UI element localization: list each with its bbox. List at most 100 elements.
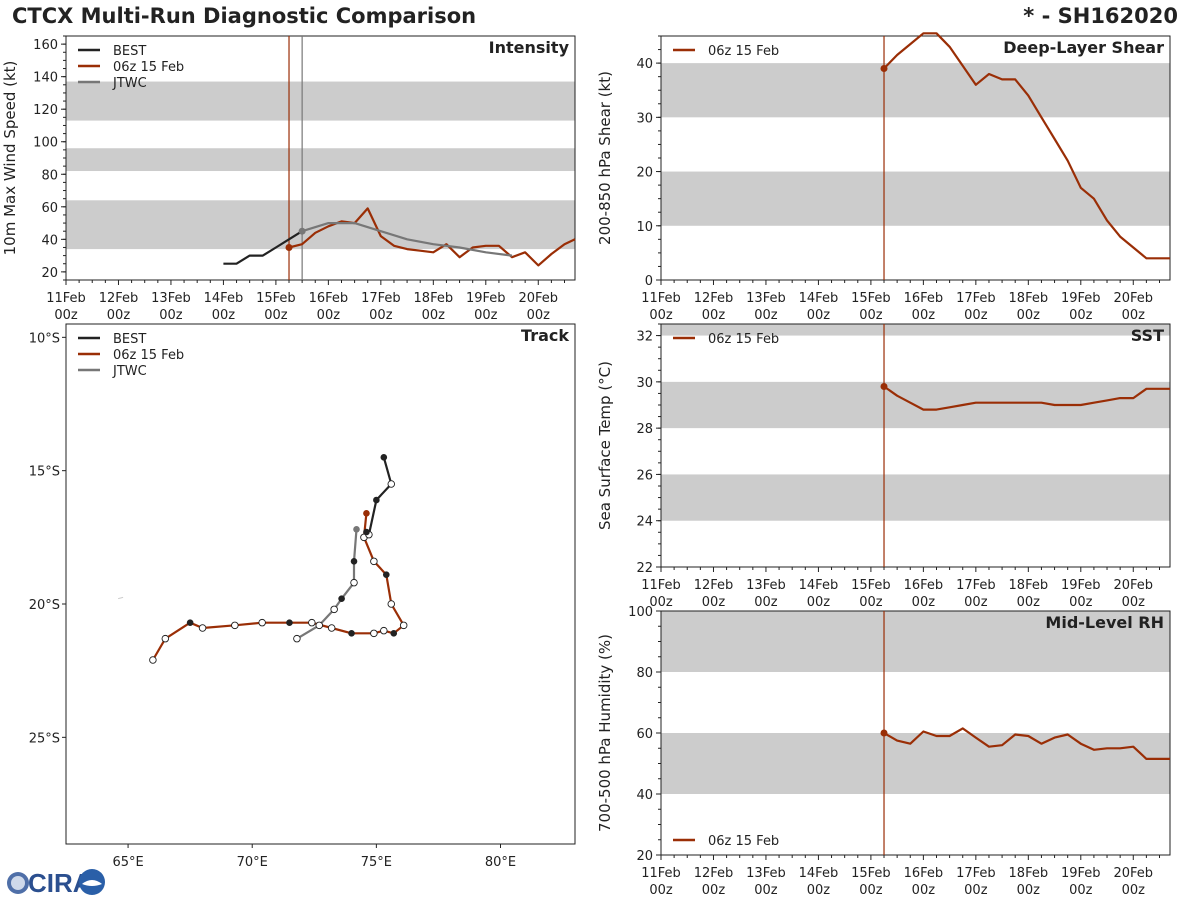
shear-band-1 xyxy=(661,63,1170,118)
intensity-ylabel: 10m Max Wind Speed (kt) xyxy=(1,61,19,256)
shear-xtick-label-date: 13Feb xyxy=(746,291,786,306)
track-coast-speck xyxy=(118,596,124,600)
sst-point-run xyxy=(880,382,888,390)
track-series-best xyxy=(365,457,393,536)
track-title: Track xyxy=(521,326,569,345)
sst-ytick-label: 24 xyxy=(636,515,653,530)
track-point-run xyxy=(399,621,408,630)
track-point-run xyxy=(258,618,266,627)
rh-ylabel: 700-500 hPa Humidity (%) xyxy=(596,634,614,832)
track-point-run xyxy=(198,624,207,632)
intensity-legend-label: JTWC xyxy=(112,76,147,91)
sst-ytick-label: 28 xyxy=(636,422,653,437)
track-point-run xyxy=(382,571,390,578)
track-point-run xyxy=(363,510,370,517)
track-ytick-label: 10°S xyxy=(29,331,60,346)
track-xtick-label: 75°E xyxy=(361,855,392,870)
shear-xtick-label-hour: 00z xyxy=(964,308,988,323)
intensity-xtick-label-date: 14Feb xyxy=(204,291,244,306)
shear-xtick-label-date: 18Feb xyxy=(1009,291,1049,306)
sst-xtick-label-hour: 00z xyxy=(807,595,831,610)
track-point-run xyxy=(161,634,170,643)
track-xtick-label: 70°E xyxy=(237,855,268,870)
rh-xtick-label-date: 14Feb xyxy=(799,866,839,881)
rh-title: Mid-Level RH xyxy=(1045,613,1164,632)
shear-ylabel: 200-850 hPa Shear (kt) xyxy=(596,71,614,245)
track-point-run xyxy=(327,624,336,632)
rh-xtick-label-hour: 00z xyxy=(807,883,831,898)
sst-band-0 xyxy=(661,474,1170,521)
intensity-xtick-label-date: 19Feb xyxy=(466,291,506,306)
intensity-xtick-label-date: 17Feb xyxy=(361,291,401,306)
track-ytick-label: 25°S xyxy=(29,731,60,746)
rh-xtick-label-date: 13Feb xyxy=(746,866,786,881)
sst-xtick-label-date: 17Feb xyxy=(956,578,996,593)
rh-xtick-label-date: 15Feb xyxy=(851,866,891,881)
intensity-xtick-label-hour: 00z xyxy=(369,308,393,323)
sst-xtick-label-hour: 00z xyxy=(702,595,726,610)
sst-xtick-label-hour: 00z xyxy=(964,595,988,610)
sst-band-2 xyxy=(661,324,1170,336)
rh-xtick-label-hour: 00z xyxy=(964,883,988,898)
panel-shear: 0 10 20 30 40 11Feb 00z 12Feb 00z 13Feb 00z 14Feb 00… xyxy=(596,32,1171,323)
track-legend-label: BEST xyxy=(113,332,146,347)
intensity-band-2 xyxy=(66,81,575,121)
rh-band-0 xyxy=(661,733,1170,794)
intensity-ytick-label: 100 xyxy=(33,136,58,151)
sst-xtick-label-hour: 00z xyxy=(912,595,936,610)
intensity-xtick-label-hour: 00z xyxy=(54,308,78,323)
intensity-xtick-label-hour: 00z xyxy=(159,308,183,323)
shear-xtick-label-date: 12Feb xyxy=(694,291,734,306)
intensity-ytick-label: 80 xyxy=(41,168,58,183)
track-ytick-label: 20°S xyxy=(29,598,60,613)
sst-xtick-label-date: 20Feb xyxy=(1113,578,1153,593)
cira-logo-icon: CIRA xyxy=(7,868,105,898)
sst-xtick-label-date: 12Feb xyxy=(694,578,734,593)
track-point-run xyxy=(387,600,396,608)
sst-xtick-label-date: 13Feb xyxy=(746,578,786,593)
logo-globe-inner-icon xyxy=(11,876,25,890)
shear-title: Deep-Layer Shear xyxy=(1003,38,1164,57)
shear-xtick-label-hour: 00z xyxy=(754,308,778,323)
rh-xtick-label-hour: 00z xyxy=(1017,883,1041,898)
shear-ytick-label: 30 xyxy=(636,111,653,126)
intensity-ytick-label: 140 xyxy=(33,71,58,86)
sst-xtick-label-hour: 00z xyxy=(1122,595,1146,610)
track-point-run xyxy=(231,621,239,630)
track-legend-label: 06z 15 Feb xyxy=(113,348,184,363)
track-point-jtwc xyxy=(330,605,338,614)
shear-xtick-label-hour: 00z xyxy=(1122,308,1146,323)
rh-xtick-label-hour: 00z xyxy=(912,883,936,898)
rh-xtick-label-date: 18Feb xyxy=(1009,866,1049,881)
intensity-xtick-label-date: 20Feb xyxy=(518,291,558,306)
rh-xtick-label-hour: 00z xyxy=(859,883,883,898)
intensity-xtick-label-hour: 00z xyxy=(422,308,446,323)
track-point-run xyxy=(370,557,378,566)
rh-point-run xyxy=(880,729,888,737)
sst-ytick-label: 26 xyxy=(636,468,653,483)
rh-xtick-label-date: 19Feb xyxy=(1061,866,1101,881)
track-point-jtwc xyxy=(353,526,360,533)
intensity-xtick-label-hour: 00z xyxy=(527,308,551,323)
sst-xtick-label-hour: 00z xyxy=(1069,595,1093,610)
shear-xtick-label-date: 16Feb xyxy=(904,291,944,306)
track-legend-label: JTWC xyxy=(112,364,147,379)
intensity-xtick-label-date: 12Feb xyxy=(99,291,139,306)
sst-title: SST xyxy=(1131,326,1164,345)
rh-ytick-label: 40 xyxy=(636,788,653,803)
intensity-title: Intensity xyxy=(489,38,570,57)
intensity-xtick-label-date: 16Feb xyxy=(309,291,349,306)
shear-xtick-label-hour: 00z xyxy=(1069,308,1093,323)
track-point-run xyxy=(390,630,398,637)
track-point-best xyxy=(363,528,370,536)
track-point-jtwc xyxy=(293,634,301,643)
track-point-run xyxy=(370,629,378,638)
track-point-run xyxy=(380,626,388,635)
track-xtick-label: 65°E xyxy=(112,855,143,870)
track-point-jtwc xyxy=(315,621,324,630)
rh-xtick-label-date: 12Feb xyxy=(694,866,734,881)
shear-series-run xyxy=(883,32,1170,260)
sst-xtick-label-date: 11Feb xyxy=(641,578,681,593)
panel-rh: 20 40 60 80 100 11Feb 00z 12Feb 00z 13Feb 00z 14Feb… xyxy=(596,605,1171,898)
